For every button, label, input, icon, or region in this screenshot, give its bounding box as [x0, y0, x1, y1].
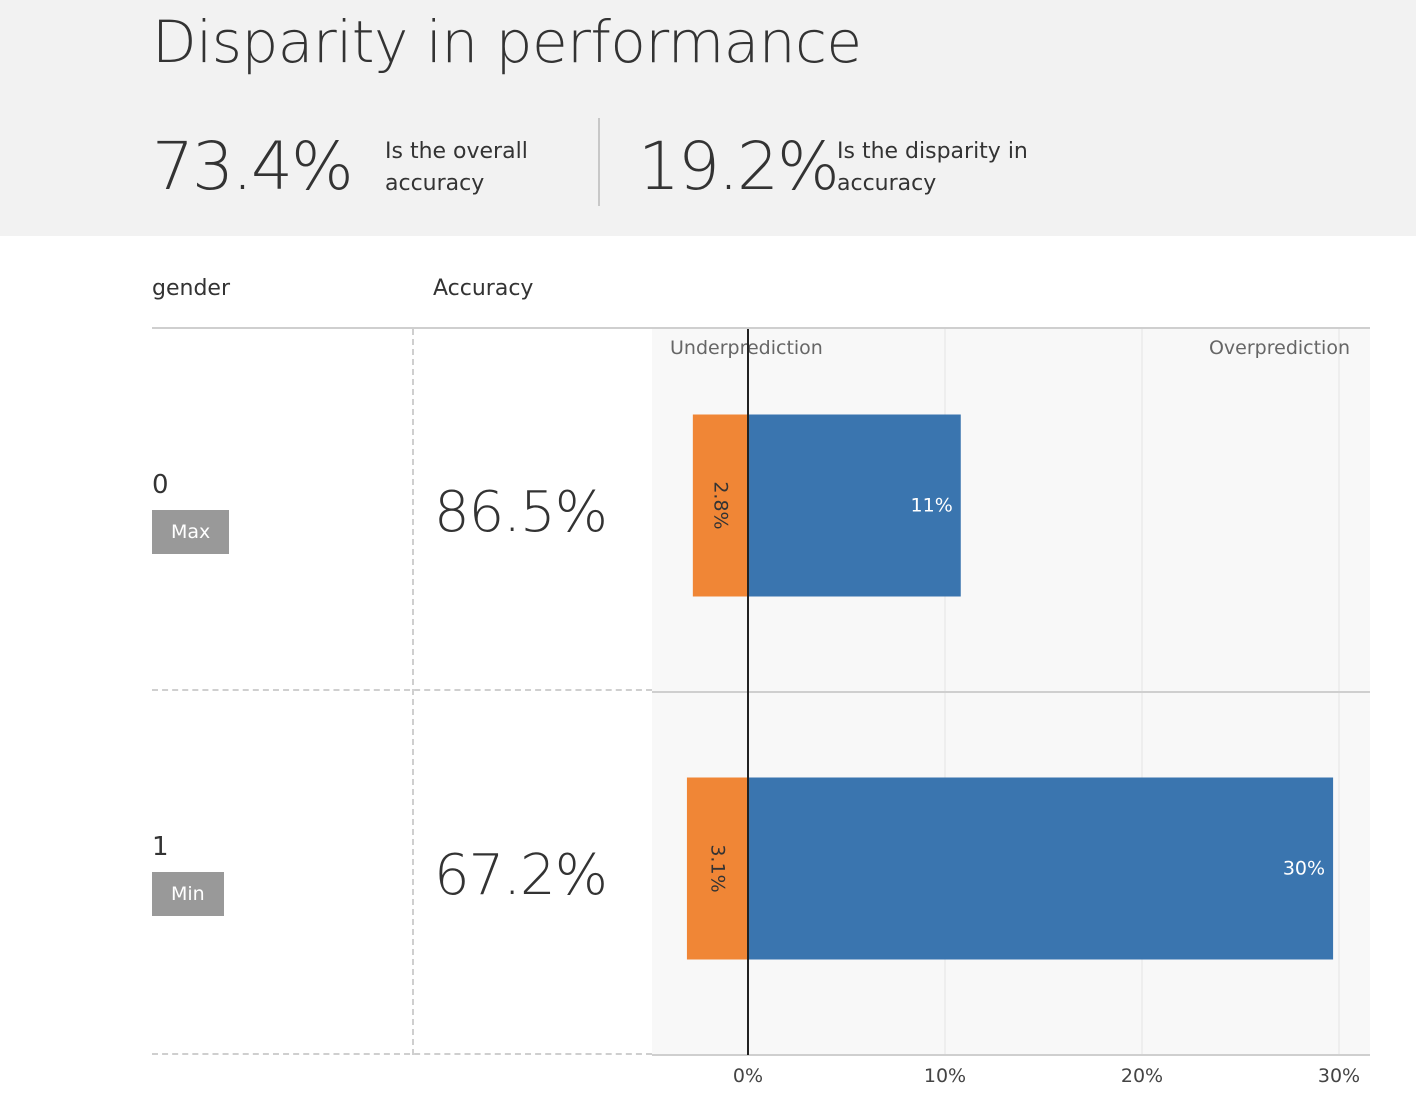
page-title: Disparity in performance — [152, 8, 862, 76]
disparity-description: Is the disparity in accuracy — [837, 139, 1028, 196]
accuracy-value-0: 86.5% — [434, 480, 608, 545]
group-label-0: 0 — [152, 470, 169, 500]
overprediction-bar — [748, 777, 1334, 960]
column-divider — [412, 329, 414, 1055]
x-tick-label: 30% — [1318, 1065, 1360, 1087]
x-tick-label: 20% — [1121, 1065, 1163, 1087]
overprediction-label: 11% — [911, 495, 953, 517]
overprediction-bar — [748, 414, 961, 597]
summary-header: Disparity in performance 73.4% Is the ov… — [0, 0, 1416, 236]
table-top-rule — [152, 327, 1370, 329]
metric-column-header: Accuracy — [433, 276, 534, 301]
overall-accuracy-description: Is the overall accuracy — [385, 139, 528, 196]
min-badge: Min — [152, 872, 224, 916]
table-bottom-rule — [152, 1053, 652, 1055]
group-column-header: gender — [152, 276, 230, 301]
overprediction-annotation: Overprediction — [1209, 337, 1350, 359]
overall-accuracy-value: 73.4% — [152, 128, 354, 205]
x-tick-label: 0% — [733, 1065, 763, 1087]
row-divider — [152, 689, 652, 691]
underprediction-bar — [686, 777, 748, 960]
x-tick-label: 10% — [924, 1065, 966, 1087]
group-label-1: 1 — [152, 832, 169, 862]
overprediction-label: 30% — [1283, 858, 1325, 880]
underprediction-annotation: Underprediction — [670, 337, 823, 359]
underprediction-bar — [692, 414, 748, 597]
disparity-value: 19.2% — [638, 128, 840, 205]
underprediction-label: 2.8% — [709, 481, 731, 529]
metric-divider — [598, 118, 600, 206]
underprediction-label: 3.1% — [706, 844, 728, 892]
accuracy-value-1: 67.2% — [434, 843, 608, 908]
max-badge: Max — [152, 510, 230, 554]
